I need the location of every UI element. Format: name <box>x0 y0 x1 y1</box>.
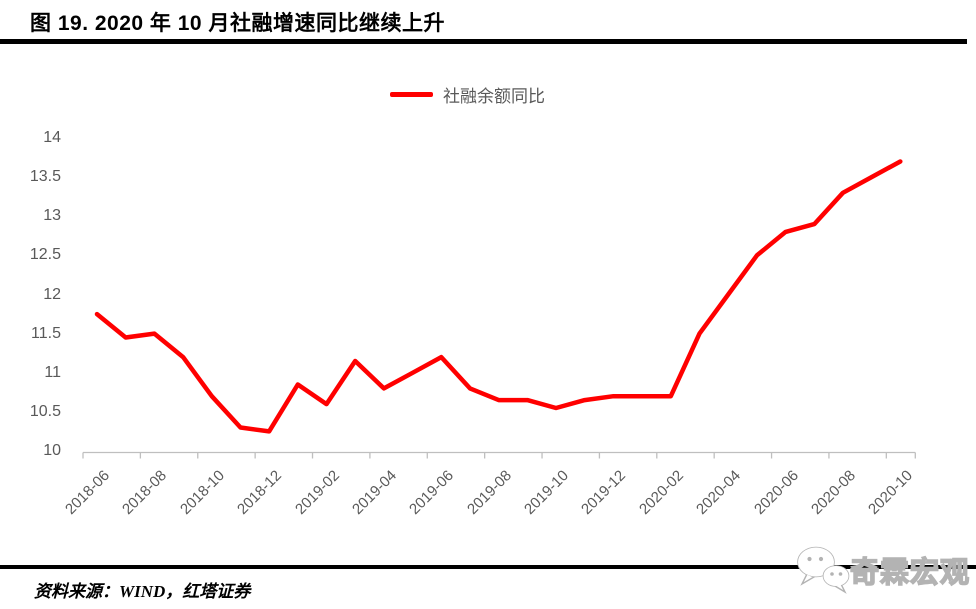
y-axis-tick-label: 12 <box>43 285 61 303</box>
y-axis-tick-label: 13.5 <box>29 168 61 186</box>
y-axis-tick-label: 14 <box>43 129 61 146</box>
figure-title: 图 19. 2020 年 10 月社融增速同比继续上升 <box>30 12 445 35</box>
legend: 社融余额同比 <box>390 82 545 107</box>
y-axis-tick-label: 10 <box>43 442 61 459</box>
source-note: 资料来源：WIND，红塔证券 <box>34 582 251 601</box>
series-line <box>94 159 903 434</box>
x-axis-ticks <box>82 452 916 459</box>
wechat-icon <box>797 546 850 594</box>
title-divider <box>0 39 967 44</box>
legend-line-swatch <box>390 92 433 97</box>
y-axis-tick-label: 11.5 <box>31 324 61 342</box>
legend-label: 社融余额同比 <box>443 87 545 106</box>
y-axis-tick-label: 12.5 <box>29 246 61 264</box>
watermark: 奇霖宏观 <box>794 541 974 601</box>
y-axis-tick-label: 13 <box>43 207 61 225</box>
y-axis-tick-label: 10.5 <box>29 402 61 420</box>
footer-divider <box>0 565 976 569</box>
watermark-text: 奇霖宏观 <box>849 556 971 590</box>
y-axis-tick-label: 11 <box>44 363 61 381</box>
